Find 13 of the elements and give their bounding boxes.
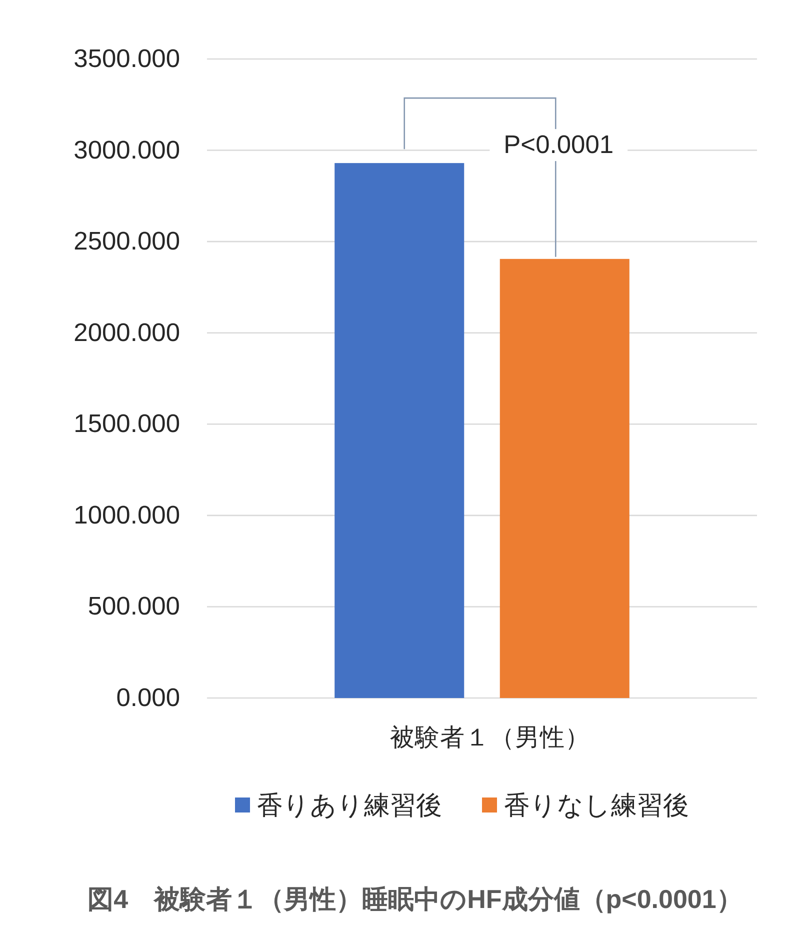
- y-tick-label: 500.000: [88, 592, 180, 621]
- y-tick-label: 3000.000: [74, 136, 180, 164]
- title: 図4 被験者１（男性）睡眠中のHF成分値（p<0.0001）: [88, 884, 742, 914]
- y-tick-label: 3500.000: [74, 45, 180, 73]
- y-tick-label: 1000.000: [74, 501, 180, 530]
- legend-label: 香りあり練習後: [257, 790, 442, 820]
- y-tick-label: 2500.000: [74, 228, 180, 256]
- y-tick-label: 1500.000: [74, 410, 180, 438]
- legend-label: 香りなし練習後: [504, 790, 689, 820]
- y-tick-label: 0.000: [116, 684, 180, 712]
- y-tick-label: 2000.000: [74, 318, 180, 347]
- annotation: P<0.0001: [504, 131, 614, 160]
- category-label: 被験者１（男性）: [390, 724, 590, 752]
